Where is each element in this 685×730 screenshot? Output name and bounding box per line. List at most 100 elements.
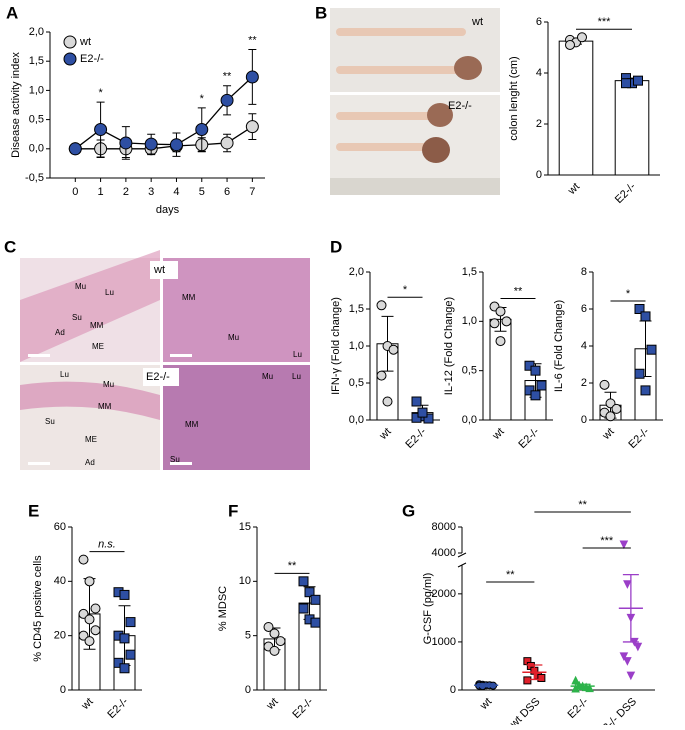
y-tick-label: 0,0 [349,414,364,426]
axis-break [457,552,467,568]
panel-letter: C [4,237,16,256]
panel-letter: F [228,501,238,520]
data-point [78,554,89,565]
x-tick-label: wt [377,426,394,443]
data-point [275,636,286,647]
y-tick-label: 6 [581,303,587,315]
y-tick-label: 20 [54,630,66,642]
photo-detail [20,381,160,420]
significance: ** [506,569,515,581]
data-point [376,370,387,381]
y-tick-label: 1000 [432,636,456,648]
data-point [621,78,631,89]
tissue-label: Mu [262,372,273,381]
x-tick-label: wt [565,181,582,198]
scale-bar [170,354,192,357]
x-tick-label: E2-/- [403,425,429,451]
x-axis-label: days [156,204,180,216]
data-point [495,306,506,317]
significance: * [626,288,631,300]
data-point [623,580,632,589]
y-axis-label: % CD45 positive cells [32,555,44,662]
photo-detail [422,137,450,163]
photo-detail [20,250,160,362]
data-point [634,304,645,314]
data-point [640,385,651,396]
data-point [245,70,259,84]
y-tick-label: 1,5 [462,266,477,278]
data-point [84,636,95,647]
data-point [310,594,321,605]
legend-label: E2-/- [80,53,104,65]
data-point [195,123,209,137]
data-point [68,142,82,156]
data-point [640,311,651,322]
photo-label: wt [153,264,165,276]
y-tick-label: 4000 [432,547,456,559]
y-tick-label: 2,0 [29,26,44,38]
data-point [94,123,108,137]
data-point [619,652,629,661]
data-point [84,576,95,587]
data-point [633,75,643,86]
x-tick-label: E2-/- DSS [596,696,639,725]
x-tick-label: 6 [224,186,230,198]
y-axis-label: IL-12 (Fold Change) [443,297,455,395]
significance: ** [578,499,587,511]
panel-letter: A [6,3,18,22]
bar [614,80,650,176]
y-tick-label: 0,0 [462,414,477,426]
y-tick-label: 8 [581,266,587,278]
tissue-label: Su [72,313,82,322]
photo-label: wt [471,16,483,28]
tissue-label: Lu [293,350,302,359]
significance: ** [288,560,297,572]
tissue-label: ME [92,342,104,351]
data-point [245,120,259,134]
photo-detail [336,28,466,36]
data-point [495,336,506,347]
error-bar [478,683,495,688]
y-tick-label: 15 [239,521,251,533]
data-point [417,407,428,418]
data-point [523,676,532,685]
data-point [310,617,321,628]
data-point [90,603,101,614]
tissue-label: Mu [75,282,86,291]
tissue-label: Lu [292,372,301,381]
photo-label: E2-/- [448,100,472,112]
x-tick-label: wt [264,696,281,713]
data-point [623,657,632,666]
error-bar [574,683,591,689]
scale-bar [170,462,192,465]
histology [163,258,310,362]
y-tick-label: 4 [581,340,587,352]
x-tick-label: 0 [72,186,78,198]
data-point [298,603,309,614]
x-tick-label: wt [79,696,96,713]
x-tick-label: 3 [148,186,154,198]
data-point [423,413,434,424]
y-tick-label: 5 [245,630,251,642]
label-box [150,261,178,279]
data-point [536,380,547,391]
significance: * [403,284,408,296]
bar [489,318,512,421]
tissue-label: Ad [55,328,65,337]
legend-marker [63,35,77,49]
panel-letter: G [402,501,415,520]
x-tick-label: wt DSS [507,696,542,725]
data-point [411,396,422,407]
data-point [263,621,274,632]
y-tick-label: -0,5 [25,172,44,184]
y-axis-label: IFN-γ (Fold change) [330,297,342,395]
data-point [119,136,133,150]
data-point [113,657,124,668]
data-point [633,642,643,652]
tissue-label: Mu [228,333,239,342]
data-point [376,300,387,311]
y-tick-label: 0,5 [29,114,44,126]
photo-detail [336,143,432,151]
histology [163,365,310,470]
